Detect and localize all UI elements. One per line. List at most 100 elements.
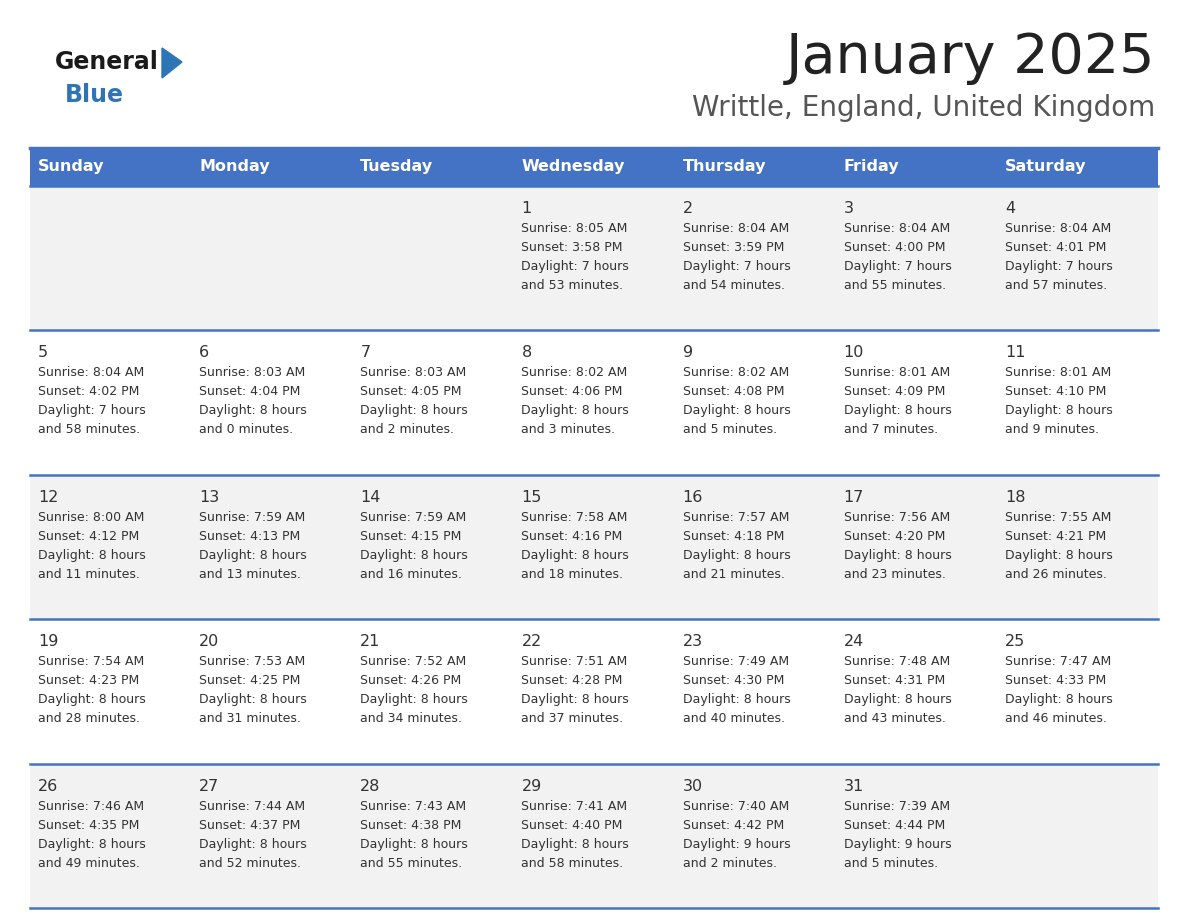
Text: Sunrise: 8:05 AM: Sunrise: 8:05 AM	[522, 222, 627, 235]
Text: and 40 minutes.: and 40 minutes.	[683, 712, 784, 725]
Text: Sunrise: 7:41 AM: Sunrise: 7:41 AM	[522, 800, 627, 812]
Text: Sunset: 4:44 PM: Sunset: 4:44 PM	[843, 819, 944, 832]
Text: Sunset: 4:04 PM: Sunset: 4:04 PM	[200, 386, 301, 398]
Text: Sunrise: 8:04 AM: Sunrise: 8:04 AM	[38, 366, 144, 379]
Text: 13: 13	[200, 490, 220, 505]
Text: Thursday: Thursday	[683, 160, 766, 174]
Text: Daylight: 8 hours: Daylight: 8 hours	[360, 693, 468, 706]
Text: Blue: Blue	[65, 83, 124, 107]
Text: Daylight: 7 hours: Daylight: 7 hours	[38, 405, 146, 418]
Text: Sunrise: 8:04 AM: Sunrise: 8:04 AM	[843, 222, 950, 235]
Text: Sunrise: 8:01 AM: Sunrise: 8:01 AM	[843, 366, 950, 379]
Text: Daylight: 7 hours: Daylight: 7 hours	[1005, 260, 1113, 273]
Text: and 26 minutes.: and 26 minutes.	[1005, 568, 1107, 581]
Text: and 31 minutes.: and 31 minutes.	[200, 712, 301, 725]
Text: Daylight: 8 hours: Daylight: 8 hours	[1005, 549, 1113, 562]
Bar	[30, 186, 1158, 330]
Text: Sunset: 4:18 PM: Sunset: 4:18 PM	[683, 530, 784, 543]
Text: 19: 19	[38, 634, 58, 649]
Text: and 55 minutes.: and 55 minutes.	[843, 279, 946, 292]
Text: Tuesday: Tuesday	[360, 160, 434, 174]
Text: Sunset: 4:38 PM: Sunset: 4:38 PM	[360, 819, 462, 832]
Text: and 49 minutes.: and 49 minutes.	[38, 856, 140, 869]
Text: and 5 minutes.: and 5 minutes.	[843, 856, 937, 869]
Text: Daylight: 8 hours: Daylight: 8 hours	[200, 837, 307, 851]
Text: Sunset: 4:05 PM: Sunset: 4:05 PM	[360, 386, 462, 398]
Text: Sunrise: 7:46 AM: Sunrise: 7:46 AM	[38, 800, 144, 812]
Text: Sunset: 3:59 PM: Sunset: 3:59 PM	[683, 241, 784, 254]
Text: 23: 23	[683, 634, 702, 649]
Text: Sunset: 4:33 PM: Sunset: 4:33 PM	[1005, 674, 1106, 688]
Text: Daylight: 8 hours: Daylight: 8 hours	[522, 549, 630, 562]
Bar	[30, 148, 191, 186]
Text: 29: 29	[522, 778, 542, 793]
Polygon shape	[162, 48, 182, 78]
Text: 21: 21	[360, 634, 380, 649]
Text: Daylight: 8 hours: Daylight: 8 hours	[843, 405, 952, 418]
Bar	[513, 148, 675, 186]
Text: Sunrise: 7:49 AM: Sunrise: 7:49 AM	[683, 655, 789, 668]
Text: and 28 minutes.: and 28 minutes.	[38, 712, 140, 725]
Text: 30: 30	[683, 778, 702, 793]
Text: Sunset: 4:20 PM: Sunset: 4:20 PM	[843, 530, 946, 543]
Text: Daylight: 8 hours: Daylight: 8 hours	[683, 693, 790, 706]
Text: Sunrise: 7:51 AM: Sunrise: 7:51 AM	[522, 655, 627, 668]
Text: Sunset: 4:02 PM: Sunset: 4:02 PM	[38, 386, 139, 398]
Text: Daylight: 7 hours: Daylight: 7 hours	[683, 260, 790, 273]
Text: and 57 minutes.: and 57 minutes.	[1005, 279, 1107, 292]
Text: 3: 3	[843, 201, 854, 216]
Bar	[30, 475, 1158, 620]
Text: Daylight: 8 hours: Daylight: 8 hours	[38, 693, 146, 706]
Text: 12: 12	[38, 490, 58, 505]
Text: and 7 minutes.: and 7 minutes.	[843, 423, 937, 436]
Text: Daylight: 8 hours: Daylight: 8 hours	[200, 549, 307, 562]
Text: and 13 minutes.: and 13 minutes.	[200, 568, 301, 581]
Text: Daylight: 9 hours: Daylight: 9 hours	[843, 837, 952, 851]
Text: Sunrise: 7:47 AM: Sunrise: 7:47 AM	[1005, 655, 1111, 668]
Text: 20: 20	[200, 634, 220, 649]
Text: Sunrise: 8:02 AM: Sunrise: 8:02 AM	[522, 366, 627, 379]
Text: Sunset: 4:08 PM: Sunset: 4:08 PM	[683, 386, 784, 398]
Text: 8: 8	[522, 345, 532, 361]
Text: Sunset: 4:40 PM: Sunset: 4:40 PM	[522, 819, 623, 832]
Text: Sunset: 4:00 PM: Sunset: 4:00 PM	[843, 241, 946, 254]
Text: Sunset: 4:16 PM: Sunset: 4:16 PM	[522, 530, 623, 543]
Text: Sunset: 3:58 PM: Sunset: 3:58 PM	[522, 241, 623, 254]
Text: Daylight: 8 hours: Daylight: 8 hours	[360, 837, 468, 851]
Text: Saturday: Saturday	[1005, 160, 1086, 174]
Text: and 23 minutes.: and 23 minutes.	[843, 568, 946, 581]
Text: Sunset: 4:21 PM: Sunset: 4:21 PM	[1005, 530, 1106, 543]
Text: Sunday: Sunday	[38, 160, 105, 174]
Text: and 43 minutes.: and 43 minutes.	[843, 712, 946, 725]
Text: Sunset: 4:15 PM: Sunset: 4:15 PM	[360, 530, 462, 543]
Text: Sunset: 4:10 PM: Sunset: 4:10 PM	[1005, 386, 1106, 398]
Text: Sunrise: 7:43 AM: Sunrise: 7:43 AM	[360, 800, 467, 812]
Text: 17: 17	[843, 490, 864, 505]
Text: Daylight: 8 hours: Daylight: 8 hours	[1005, 405, 1113, 418]
Text: Friday: Friday	[843, 160, 899, 174]
Text: Sunrise: 7:59 AM: Sunrise: 7:59 AM	[200, 510, 305, 524]
Text: Sunset: 4:01 PM: Sunset: 4:01 PM	[1005, 241, 1106, 254]
Text: Sunrise: 7:54 AM: Sunrise: 7:54 AM	[38, 655, 144, 668]
Text: and 5 minutes.: and 5 minutes.	[683, 423, 777, 436]
Text: 10: 10	[843, 345, 864, 361]
Text: Daylight: 7 hours: Daylight: 7 hours	[843, 260, 952, 273]
Text: Sunrise: 7:58 AM: Sunrise: 7:58 AM	[522, 510, 627, 524]
Text: Sunrise: 8:03 AM: Sunrise: 8:03 AM	[200, 366, 305, 379]
Text: and 3 minutes.: and 3 minutes.	[522, 423, 615, 436]
Text: and 2 minutes.: and 2 minutes.	[360, 423, 454, 436]
Bar	[191, 148, 353, 186]
Text: Sunset: 4:23 PM: Sunset: 4:23 PM	[38, 674, 139, 688]
Text: Sunset: 4:37 PM: Sunset: 4:37 PM	[200, 819, 301, 832]
Text: Writtle, England, United Kingdom: Writtle, England, United Kingdom	[691, 94, 1155, 122]
Text: and 16 minutes.: and 16 minutes.	[360, 568, 462, 581]
Bar	[30, 764, 1158, 908]
Text: and 18 minutes.: and 18 minutes.	[522, 568, 624, 581]
Text: Daylight: 9 hours: Daylight: 9 hours	[683, 837, 790, 851]
Text: Sunrise: 7:52 AM: Sunrise: 7:52 AM	[360, 655, 467, 668]
Text: Daylight: 8 hours: Daylight: 8 hours	[522, 693, 630, 706]
Text: Sunset: 4:25 PM: Sunset: 4:25 PM	[200, 674, 301, 688]
Text: Sunset: 4:30 PM: Sunset: 4:30 PM	[683, 674, 784, 688]
Text: Daylight: 8 hours: Daylight: 8 hours	[683, 549, 790, 562]
Text: Daylight: 8 hours: Daylight: 8 hours	[360, 549, 468, 562]
